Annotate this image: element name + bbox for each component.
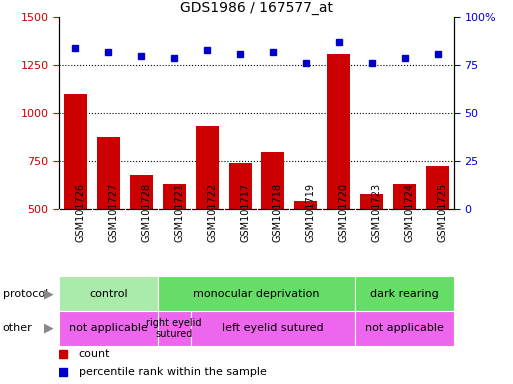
Bar <box>426 166 449 305</box>
Text: GSM101723: GSM101723 <box>372 183 382 242</box>
Bar <box>355 311 454 346</box>
Text: not applicable: not applicable <box>365 323 444 333</box>
Text: GSM101719: GSM101719 <box>306 183 316 242</box>
Bar <box>327 54 350 305</box>
Bar <box>195 126 219 305</box>
Text: GSM101727: GSM101727 <box>108 183 119 242</box>
Bar <box>393 184 416 305</box>
Bar <box>158 311 191 346</box>
Bar <box>64 94 87 305</box>
Text: percentile rank within the sample: percentile rank within the sample <box>79 366 267 377</box>
Bar <box>158 276 355 311</box>
Bar <box>163 184 186 305</box>
Title: GDS1986 / 167577_at: GDS1986 / 167577_at <box>180 1 333 15</box>
Text: control: control <box>89 289 128 299</box>
Text: other: other <box>3 323 32 333</box>
Bar <box>360 194 383 305</box>
Text: dark rearing: dark rearing <box>370 289 439 299</box>
Text: GSM101725: GSM101725 <box>438 183 447 242</box>
Text: not applicable: not applicable <box>69 323 148 333</box>
Text: ▶: ▶ <box>44 322 54 335</box>
Text: monocular deprivation: monocular deprivation <box>193 289 320 299</box>
Bar <box>59 276 158 311</box>
Text: right eyelid
sutured: right eyelid sutured <box>146 318 202 339</box>
Text: GSM101717: GSM101717 <box>240 183 250 242</box>
Text: protocol: protocol <box>3 289 48 299</box>
Text: GSM101726: GSM101726 <box>75 183 86 242</box>
Text: GSM101721: GSM101721 <box>174 183 184 242</box>
Text: GSM101728: GSM101728 <box>141 183 151 242</box>
Text: GSM101720: GSM101720 <box>339 183 349 242</box>
Bar <box>59 311 158 346</box>
Bar <box>355 276 454 311</box>
Bar <box>130 175 153 305</box>
Bar <box>228 163 251 305</box>
Text: ▶: ▶ <box>44 287 54 300</box>
Bar <box>294 201 318 305</box>
Text: left eyelid sutured: left eyelid sutured <box>222 323 324 333</box>
Text: GSM101724: GSM101724 <box>405 183 415 242</box>
Text: GSM101722: GSM101722 <box>207 183 217 242</box>
Bar <box>262 152 285 305</box>
Text: count: count <box>79 349 110 359</box>
Text: GSM101718: GSM101718 <box>273 183 283 242</box>
Bar <box>97 137 120 305</box>
Bar <box>191 311 355 346</box>
